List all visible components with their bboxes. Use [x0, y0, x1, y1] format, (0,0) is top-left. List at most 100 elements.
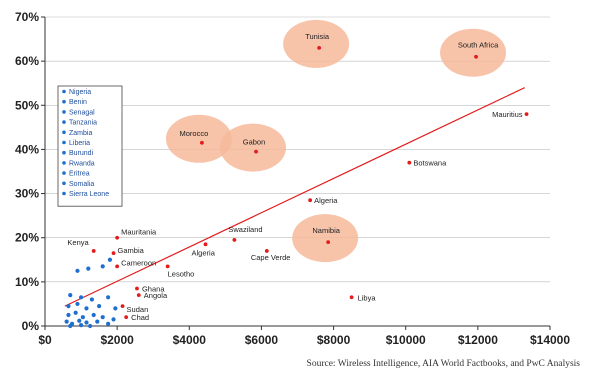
legend-marker — [62, 191, 66, 196]
group-point — [106, 295, 111, 300]
group-point — [84, 306, 89, 311]
country-point — [232, 238, 237, 242]
legend-label: Eritrea — [69, 171, 90, 178]
country-point — [135, 286, 139, 291]
legend-label: Benin — [69, 99, 87, 106]
legend-label: Burundi — [69, 150, 94, 157]
group-point — [100, 264, 105, 269]
country-label: Algeria — [192, 248, 216, 257]
labeled-country-points: Tunisia South Africa Mauritius Morocco Gabon… — [67, 32, 529, 322]
country-point — [254, 149, 258, 154]
country-label: Angola — [144, 291, 168, 300]
x-tick-label: $14000 — [530, 333, 570, 347]
country-label: Chad — [131, 313, 149, 322]
legend-label: Liberia — [69, 140, 90, 147]
highlight-ellipse — [220, 123, 287, 172]
country-point — [115, 264, 120, 269]
group-point — [106, 321, 111, 326]
country-point — [326, 240, 331, 245]
legend-marker — [62, 89, 66, 94]
group-point — [97, 304, 102, 309]
x-tick-label: $0 — [38, 333, 52, 347]
country-point — [91, 249, 96, 253]
country-label: Swaziland — [228, 225, 262, 234]
country-label: Cameroon — [121, 258, 156, 267]
country-label: Sudan — [127, 305, 149, 314]
country-label: Kenya — [67, 238, 89, 247]
country-point — [349, 295, 354, 300]
legend-marker — [62, 161, 66, 165]
legend-marker — [62, 99, 66, 104]
group-point — [86, 266, 91, 271]
country-label: Gambia — [118, 246, 145, 255]
legend-label: Rwanda — [69, 160, 95, 167]
highlight-ellipse — [165, 114, 232, 163]
y-tick-label: 10% — [15, 275, 39, 289]
group-point — [91, 312, 96, 318]
y-axis-ticks: 0% 10% 20% 30% 40% 50% 60% 70% — [15, 10, 45, 333]
legend-marker — [62, 140, 66, 145]
country-point — [474, 54, 478, 59]
country-label: Mauritius — [492, 110, 523, 119]
legend-label: Tanzania — [69, 120, 97, 127]
legend-marker — [62, 181, 66, 186]
legend-label: Zambia — [69, 130, 92, 137]
group-point — [80, 315, 85, 320]
legend-marker — [62, 171, 66, 175]
country-point — [264, 249, 269, 253]
group-point — [73, 310, 78, 315]
group-point — [78, 323, 84, 328]
group-point — [66, 312, 71, 318]
country-label: Mauritania — [121, 228, 157, 237]
group-point — [75, 301, 80, 307]
legend-marker — [62, 130, 66, 135]
y-tick-label: 20% — [15, 231, 39, 245]
country-label: Namibia — [312, 226, 340, 235]
group-point — [107, 257, 113, 262]
legend-label: Senagal — [69, 109, 95, 116]
legend-label: Nigeria — [69, 89, 91, 96]
group-point — [111, 317, 116, 322]
x-tick-label: $2000 — [100, 333, 134, 347]
highlight-ellipse — [292, 214, 359, 263]
group-point — [84, 320, 89, 325]
country-point — [111, 251, 116, 256]
low-income-group-points — [64, 257, 118, 329]
country-label: South Africa — [458, 41, 499, 50]
country-label: Botswana — [413, 159, 447, 168]
country-point — [308, 198, 313, 203]
country-label: Gabon — [243, 138, 266, 147]
y-tick-label: 50% — [15, 98, 39, 112]
y-tick-label: 70% — [15, 10, 39, 24]
highlight-ellipse — [283, 19, 350, 68]
group-point — [95, 319, 100, 324]
country-point — [120, 304, 125, 309]
y-tick-label: 40% — [15, 142, 39, 156]
group-point — [64, 319, 69, 324]
country-label: Cape Verde — [251, 253, 291, 262]
country-point — [203, 242, 208, 247]
legend-marker — [62, 120, 66, 124]
group-point — [78, 295, 84, 300]
country-label: Lesotho — [168, 269, 195, 278]
y-tick-label: 0% — [22, 319, 40, 333]
country-point — [124, 315, 129, 320]
y-tick-label: 30% — [15, 187, 39, 201]
country-point — [407, 160, 412, 165]
group-point — [77, 318, 82, 323]
group-point — [89, 297, 94, 302]
group-point — [100, 315, 105, 320]
highlight-ellipses — [165, 19, 507, 263]
legend-marker — [62, 110, 66, 114]
trend-line — [64, 87, 526, 307]
highlight-ellipse — [440, 28, 507, 77]
country-point — [200, 140, 204, 145]
x-tick-label: $4000 — [173, 333, 207, 347]
group-point — [113, 306, 118, 311]
group-point — [87, 323, 93, 329]
group-point — [68, 293, 73, 298]
country-label: Tunisia — [305, 32, 330, 41]
x-tick-label: $12000 — [458, 333, 498, 347]
country-point — [317, 46, 322, 50]
